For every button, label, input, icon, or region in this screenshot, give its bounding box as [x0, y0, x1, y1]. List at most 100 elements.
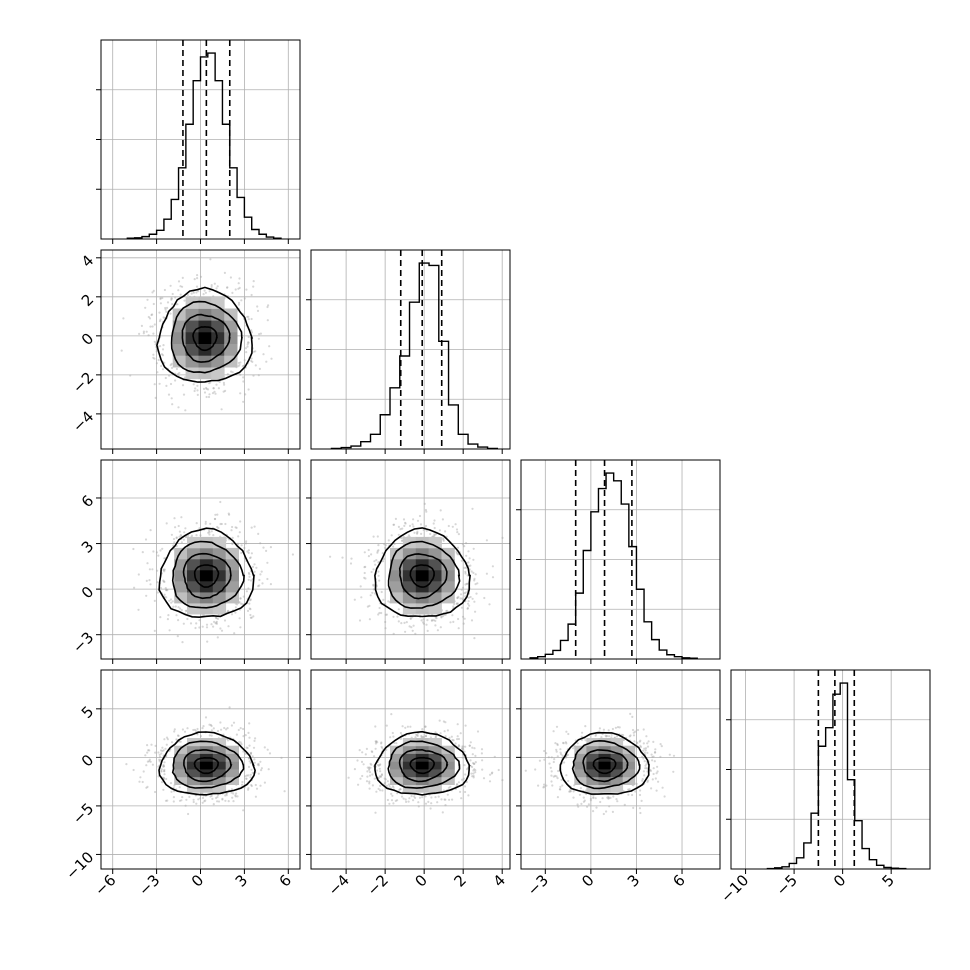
scatter-point — [547, 756, 550, 759]
scatter-point — [159, 302, 162, 305]
scatter-point — [163, 773, 166, 776]
scatter-point — [427, 800, 430, 804]
scatter-point — [402, 797, 405, 800]
scatter-point — [396, 615, 399, 618]
scatter-point — [461, 747, 464, 750]
density-cell — [174, 761, 188, 770]
x-tick-label: −10 — [717, 871, 752, 906]
scatter-point — [254, 783, 257, 787]
scatter-point — [551, 784, 554, 787]
scatter-point — [555, 725, 559, 728]
scatter-panel-3-0 — [96, 669, 301, 874]
scatter-point — [439, 732, 442, 735]
scatter-point — [650, 787, 653, 790]
scatter-point — [610, 736, 613, 739]
scatter-point — [430, 802, 433, 805]
scatter-point — [572, 796, 575, 799]
scatter-point — [377, 613, 380, 616]
scatter-point — [161, 547, 164, 550]
scatter-point — [249, 616, 252, 619]
scatter-point — [466, 607, 469, 610]
density-cell — [610, 784, 624, 793]
density-cell — [187, 592, 201, 604]
scatter-point — [183, 531, 186, 534]
scatter-point — [538, 759, 542, 762]
scatter-point — [560, 778, 563, 782]
scatter-point — [215, 621, 218, 624]
scatter-point — [408, 625, 411, 628]
scatter-point — [214, 392, 217, 395]
scatter-point — [172, 605, 175, 608]
scatter-point — [422, 622, 425, 625]
scatter-point — [424, 795, 427, 798]
scatter-point — [144, 538, 148, 541]
scatter-point — [471, 753, 474, 756]
density-cell — [402, 769, 417, 778]
scatter-point — [640, 799, 643, 803]
scatter-point — [190, 534, 193, 537]
scatter-point — [239, 597, 242, 600]
scatter-point — [247, 774, 250, 777]
scatter-point — [196, 733, 199, 736]
scatter-point — [390, 713, 393, 716]
scatter-point — [589, 797, 593, 800]
scatter-point — [456, 596, 459, 599]
scatter-point — [439, 626, 442, 629]
density-cell — [185, 355, 199, 368]
scatter-point — [639, 811, 642, 815]
density-cell — [402, 592, 417, 604]
scatter-point — [460, 559, 463, 562]
scatter-point — [158, 760, 161, 763]
scatter-point — [371, 750, 374, 754]
scatter-point — [209, 381, 212, 384]
density-cell — [187, 769, 201, 778]
density-cell — [225, 769, 239, 778]
scatter-panel-1-0 — [96, 249, 301, 454]
scatter-point — [231, 536, 234, 540]
scatter-point — [639, 745, 643, 749]
scatter-point — [646, 742, 649, 745]
scatter-point — [161, 368, 165, 371]
scatter-point — [649, 769, 653, 773]
scatter-point — [242, 727, 245, 731]
scatter-point — [220, 728, 223, 731]
scatter-point — [206, 640, 209, 643]
scatter-point — [224, 389, 227, 392]
scatter-point — [239, 626, 242, 629]
scatter-point — [246, 343, 249, 346]
scatter-point — [412, 799, 415, 802]
scatter-point — [589, 799, 593, 802]
scatter-point — [377, 574, 380, 577]
scatter-point — [642, 728, 645, 731]
contour-line — [192, 325, 218, 352]
scatter-point — [641, 755, 644, 758]
scatter-point — [247, 571, 250, 575]
scatter-point — [651, 759, 654, 762]
scatter-point — [417, 805, 420, 808]
scatter-point — [373, 592, 377, 595]
scatter-point — [483, 596, 486, 600]
scatter-point — [175, 614, 178, 617]
scatter-point — [257, 374, 260, 377]
scatter-point — [242, 809, 245, 812]
scatter-point — [476, 582, 479, 585]
scatter-point — [165, 310, 168, 313]
density-cell — [212, 738, 227, 747]
scatter-point — [469, 595, 472, 599]
scatter-point — [592, 796, 595, 800]
scatter-point — [248, 556, 252, 560]
scatter-point — [378, 579, 381, 582]
density-cell — [586, 776, 599, 785]
scatter-point — [175, 367, 178, 371]
scatter-point — [434, 796, 437, 799]
scatter-point — [616, 800, 619, 803]
scatter-point — [602, 728, 606, 731]
scatter-point — [468, 557, 471, 560]
scatter-point — [469, 741, 472, 744]
scatter-point — [392, 632, 395, 635]
density-cell — [174, 569, 188, 582]
scatter-point — [631, 715, 634, 719]
scatter-point — [147, 334, 150, 337]
scatter-point — [329, 555, 332, 558]
scatter-point — [257, 337, 260, 340]
